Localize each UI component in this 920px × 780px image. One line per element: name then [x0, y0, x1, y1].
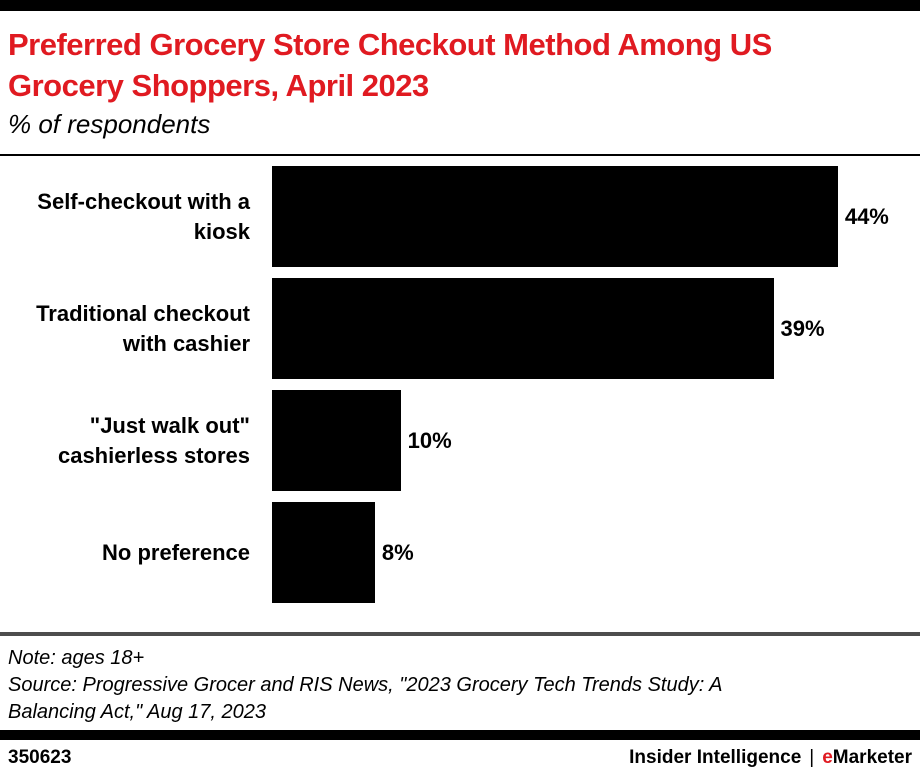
brand-emarketer-e: e [822, 747, 833, 768]
bar [272, 278, 774, 379]
category-label: "Just walk out" cashierless stores [57, 412, 250, 468]
chart-row: Self-checkout with a kiosk 44% [0, 166, 920, 267]
chart-subtitle: % of respondents [8, 109, 211, 139]
brand-emarketer-rest: Marketer [832, 747, 912, 768]
value-label: 10% [407, 427, 452, 453]
category-label: Self-checkout with a kiosk [37, 188, 250, 244]
value-label: 39% [780, 315, 825, 341]
note-divider [0, 632, 920, 636]
note-text: Note: ages 18+ [8, 647, 145, 669]
page-title-line-2: Grocery Shoppers, April 2023 [8, 68, 429, 103]
brand-insider-intelligence: Insider Intelligence [629, 747, 802, 768]
bar-chart: Self-checkout with a kiosk 44% Traditional… [0, 166, 920, 603]
brand-lockup: Insider Intelligence | eMarketer [629, 747, 912, 769]
category-label: Traditional checkout with cashier [36, 300, 250, 356]
bar [272, 390, 401, 491]
bar-area: 8% [272, 502, 920, 603]
brand-separator: | [809, 747, 815, 768]
source-text: Source: Progressive Grocer and RIS News,… [8, 674, 722, 723]
notes-block: Note: ages 18+ Source: Progressive Groce… [8, 645, 778, 726]
chart-row: No preference 8% [0, 502, 920, 603]
top-rule [0, 0, 920, 11]
value-label: 44% [844, 203, 889, 229]
bar-area: 39% [272, 278, 920, 379]
brand-emarketer: eMarketer [822, 747, 912, 768]
footer-divider [0, 730, 920, 740]
category-label: No preference [102, 539, 250, 565]
bar [272, 166, 838, 267]
header-divider [0, 154, 920, 156]
chart-row: "Just walk out" cashierless stores 10% [0, 390, 920, 491]
page-title: Preferred Grocery Store Checkout Method … [8, 24, 912, 106]
chart-id: 350623 [8, 747, 72, 768]
chart-header: Preferred Grocery Store Checkout Method … [0, 11, 920, 142]
chart-row: Traditional checkout with cashier 39% [0, 278, 920, 379]
bar [272, 502, 375, 603]
bar-area: 44% [272, 166, 920, 267]
page-title-line-1: Preferred Grocery Store Checkout Method … [8, 27, 772, 62]
bar-area: 10% [272, 390, 920, 491]
footer: 350623 Insider Intelligence | eMarketer [0, 740, 920, 769]
value-label: 8% [381, 539, 414, 565]
